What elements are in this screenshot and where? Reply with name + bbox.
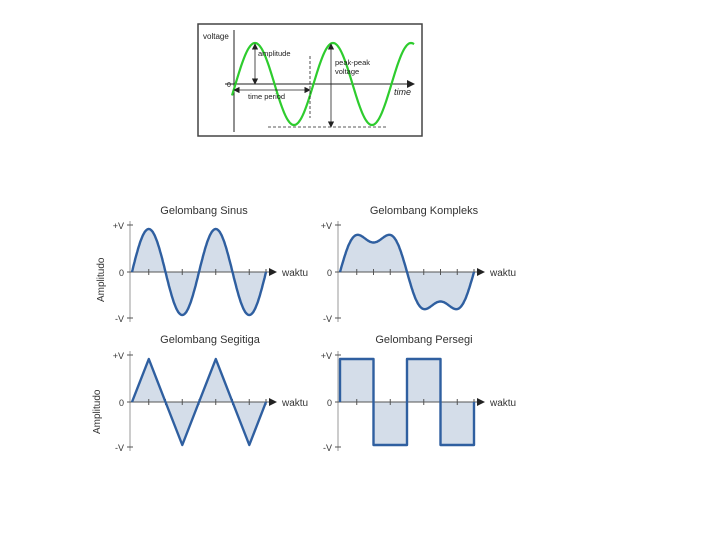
sine-wave-line (230, 41, 415, 127)
time-axis-label: waktu (489, 398, 516, 409)
waveform-line-complex (338, 233, 476, 311)
neg-label: -V (115, 314, 124, 324)
time-axis-label: waktu (281, 398, 308, 409)
waveform-grid: Amplitudo Amplitudo Gelombang Sinus +V 0 -V… (92, 205, 516, 453)
waveform-line-square (338, 357, 476, 447)
zero-label: 0 (119, 398, 124, 408)
waveform-panel-complex: Gelombang Kompleks +V 0 -V waktu (321, 205, 516, 324)
waveform-panel-triangle: Gelombang Segitiga +V 0 -V waktu (113, 334, 308, 453)
voltage-waveform-figure: voltage time 0 amplitude time period pea… (197, 23, 423, 137)
amplitude-axis-label-top: Amplitudo (96, 257, 107, 302)
panel-title: Gelombang Persegi (375, 334, 472, 346)
peak-peak-label-line1: peak-peak (335, 58, 370, 67)
time-period-label: time period (248, 92, 285, 101)
neg-label: -V (115, 443, 124, 453)
time-axis-label: waktu (489, 268, 516, 279)
neg-label: -V (323, 443, 332, 453)
panel-title: Gelombang Sinus (160, 205, 248, 217)
panel-title: Gelombang Kompleks (370, 205, 479, 217)
pos-label: +V (321, 351, 332, 361)
neg-label: -V (323, 314, 332, 324)
figure-border (197, 23, 423, 137)
pos-label: +V (113, 351, 124, 361)
panel-title: Gelombang Segitiga (160, 334, 261, 346)
time-axis-label: waktu (281, 268, 308, 279)
pos-label: +V (113, 221, 124, 231)
zero-label: 0 (327, 268, 332, 278)
amplitude-axis-label-bottom: Amplitudo (92, 389, 103, 434)
zero-label: 0 (227, 82, 231, 89)
time-axis-label: time (394, 87, 411, 97)
zero-label: 0 (119, 268, 124, 278)
waveform-panel-sine: Gelombang Sinus +V 0 -V waktu (113, 205, 308, 324)
pos-label: +V (321, 221, 332, 231)
voltage-axis-label: voltage (203, 32, 229, 41)
zero-label: 0 (327, 398, 332, 408)
waveform-panel-square: Gelombang Persegi +V 0 -V waktu (321, 334, 516, 453)
waveform-line-sine (130, 227, 268, 317)
peak-peak-label-line2: voltage (335, 67, 359, 76)
amplitude-label: amplitude (258, 49, 291, 58)
waveform-line-triangle (130, 357, 268, 447)
